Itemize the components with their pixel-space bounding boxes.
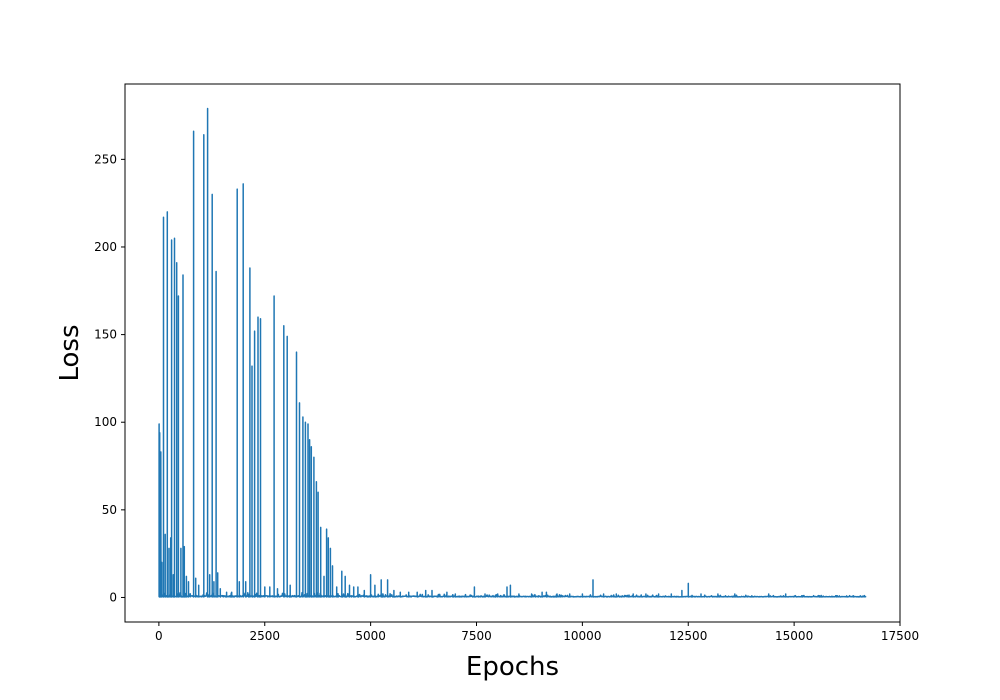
x-axis-label: Epochs bbox=[466, 652, 559, 682]
y-tick-label: 100 bbox=[94, 415, 117, 429]
x-tick-label: 5000 bbox=[355, 629, 386, 643]
x-tick-label: 2500 bbox=[249, 629, 280, 643]
x-axis: 0 2500 5000 7500 10000 12500 15000 17500 bbox=[155, 622, 919, 643]
y-tick-label: 0 bbox=[109, 590, 117, 604]
y-axis: 0 50 100 150 200 250 bbox=[94, 152, 125, 604]
loss-series-line bbox=[158, 107, 867, 598]
x-tick-label: 17500 bbox=[881, 629, 919, 643]
x-tick-label: 15000 bbox=[775, 629, 813, 643]
x-tick-label: 12500 bbox=[669, 629, 707, 643]
y-tick-label: 250 bbox=[94, 152, 117, 166]
axes-frame bbox=[124, 83, 901, 623]
x-tick-label: 0 bbox=[155, 629, 163, 643]
x-tick-label: 10000 bbox=[563, 629, 601, 643]
y-axis-label: Loss bbox=[55, 324, 85, 381]
y-tick-label: 150 bbox=[94, 328, 117, 342]
y-tick-label: 50 bbox=[102, 503, 117, 517]
y-tick-label: 200 bbox=[94, 240, 117, 254]
x-tick-label: 7500 bbox=[461, 629, 492, 643]
